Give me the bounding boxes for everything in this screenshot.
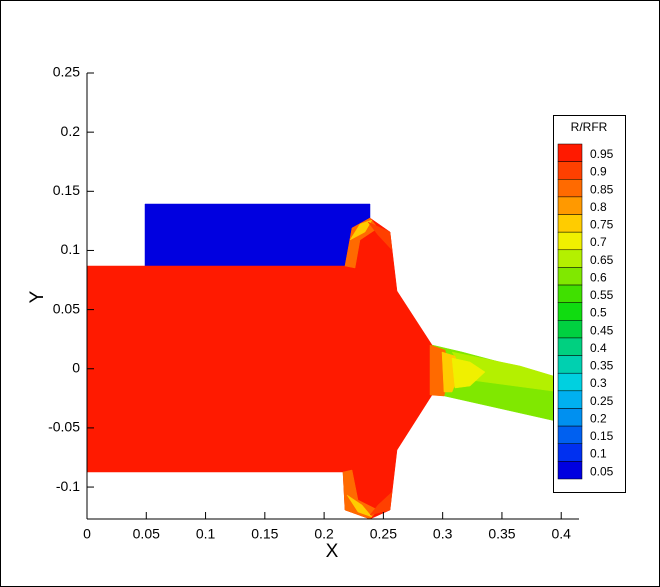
y-tick-label: 0 [72,359,80,375]
x-tick-label: 0.1 [196,526,216,542]
legend-label: 0.2 [590,411,607,425]
x-tick-label: 0.4 [551,526,571,542]
contour-region [346,494,373,518]
contour-region [144,203,371,267]
legend-swatch [557,161,583,180]
legend-swatch [557,425,583,444]
legend-label: 0.1 [590,447,607,461]
y-tick-label: -0.05 [48,419,80,435]
legend-label: 0.15 [590,429,614,443]
legend-swatch [557,302,583,321]
legend-label: 0.75 [590,218,614,232]
legend-label: 0.5 [590,306,607,320]
legend-swatch [557,214,583,233]
legend-swatch [557,196,583,215]
legend-label: 0.65 [590,253,614,267]
contour-field [86,203,561,520]
legend-swatch [557,408,583,427]
legend-label: 0.25 [590,394,614,408]
contour-region [369,491,393,516]
legend-label: 0.95 [590,147,614,161]
legend-swatch [557,231,583,251]
legend-swatch [557,355,583,374]
y-tick-label: -0.1 [56,478,80,494]
x-tick-label: 0.35 [488,526,515,542]
legend-label: 0.35 [590,359,614,373]
legend-label: 0.4 [590,341,607,355]
legend-swatch [557,143,583,162]
y-tick-label: 0.05 [53,300,80,316]
legend-title: R/RFR [571,120,608,134]
legend-swatch [557,443,583,462]
x-tick-label: 0.25 [370,526,397,542]
legend-label: 0.05 [590,464,614,478]
y-tick-label: 0.25 [53,64,80,80]
x-tick-label: 0.3 [433,526,453,542]
legend-label: 0.7 [590,235,607,249]
y-tick-label: 0.2 [61,123,81,139]
legend-swatch [557,267,583,286]
legend-swatch [557,249,583,268]
y-tick-label: 0.15 [53,182,80,198]
legend-label: 0.3 [590,376,607,390]
y-tick-label: 0.1 [61,241,81,257]
legend-swatch [557,179,583,198]
legend-label: 0.45 [590,323,614,337]
legend-swatch [557,337,583,356]
x-tick-label: 0.05 [133,526,160,542]
contour-region [367,221,393,251]
legend-swatch [557,284,583,303]
legend-label: 0.8 [590,200,607,214]
contour-region [349,219,373,241]
x-tick-label: 0.15 [251,526,278,542]
legend-swatch [557,390,583,409]
legend-label: 0.9 [590,165,607,179]
x-tick-label: 0.2 [314,526,334,542]
legend-label: 0.85 [590,182,614,196]
legend-swatch [557,461,583,480]
legend-swatch [557,320,583,339]
legend-label: 0.6 [590,270,607,284]
legend-label: 0.55 [590,288,614,302]
x-axis-title: X [326,541,339,562]
x-tick-label: 0 [83,526,91,542]
contour-region [451,357,486,389]
legend-swatch [557,372,583,392]
y-axis-title: Y [27,290,48,303]
